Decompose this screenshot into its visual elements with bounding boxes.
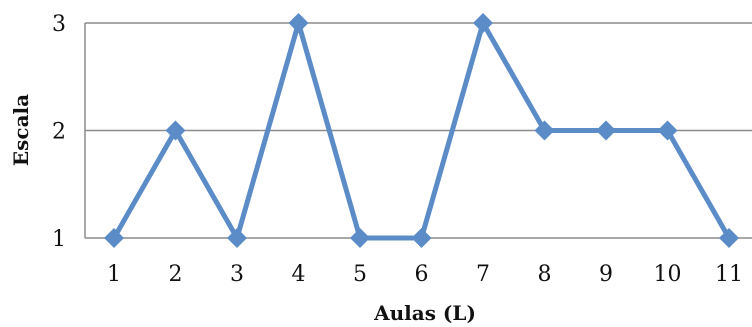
data-point-6 bbox=[411, 228, 432, 248]
data-point-1 bbox=[104, 228, 124, 248]
data-point-11 bbox=[719, 228, 739, 248]
data-point-7 bbox=[473, 13, 493, 33]
data-point-8 bbox=[534, 120, 555, 141]
series-markers bbox=[104, 13, 739, 248]
x-tick-labels: 1 2 3 4 5 6 7 8 9 10 11 bbox=[107, 262, 743, 287]
data-point-3 bbox=[227, 228, 247, 248]
x-tick-label-7: 7 bbox=[476, 262, 490, 287]
gridlines bbox=[85, 22, 752, 132]
data-point-10 bbox=[657, 120, 678, 141]
x-tick-label-1: 1 bbox=[107, 262, 121, 287]
y-tick-label-3: 3 bbox=[52, 12, 66, 37]
x-tick-label-2: 2 bbox=[169, 262, 183, 287]
y-axis-title: Escala bbox=[9, 94, 33, 166]
x-axis-title: Aulas (L) bbox=[373, 301, 476, 325]
y-tick-labels: 1 2 3 bbox=[52, 12, 66, 252]
x-tick-label-10: 10 bbox=[654, 262, 682, 287]
y-tick-label-1: 1 bbox=[52, 227, 66, 252]
data-point-4 bbox=[288, 13, 309, 33]
y-tick-label-2: 2 bbox=[52, 120, 66, 145]
x-tick-label-5: 5 bbox=[353, 262, 367, 287]
data-point-5 bbox=[350, 228, 370, 248]
x-tick-label-9: 9 bbox=[599, 262, 613, 287]
x-tick-label-3: 3 bbox=[230, 262, 244, 287]
x-tick-label-6: 6 bbox=[415, 262, 429, 287]
data-point-9 bbox=[596, 120, 616, 141]
x-tick-label-8: 8 bbox=[538, 262, 552, 287]
x-tick-label-11: 11 bbox=[715, 262, 743, 287]
data-point-2 bbox=[165, 120, 186, 141]
x-tick-label-4: 4 bbox=[292, 262, 306, 287]
